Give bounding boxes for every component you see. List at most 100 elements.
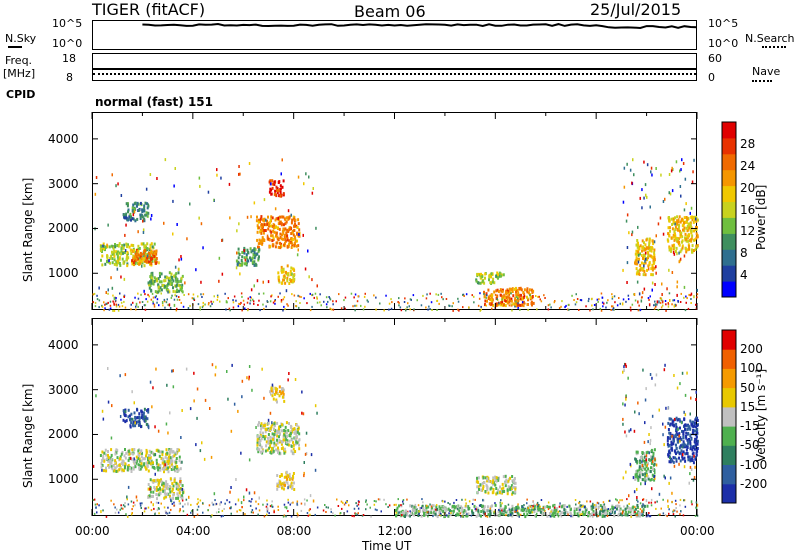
echo-cell-sparse <box>646 195 648 199</box>
echo-cell-region-8 <box>519 297 522 301</box>
echo-cell-sparse <box>641 291 644 295</box>
echo-cell-near-range <box>125 513 127 516</box>
echo-cell-region-4 <box>261 238 264 242</box>
echo-cell-region-7 <box>573 509 576 513</box>
echo-cell-region-3 <box>286 434 289 438</box>
echo-cell-region-3 <box>296 430 299 434</box>
echo-cell-near-range <box>239 303 241 305</box>
echo-cell-region-0 <box>114 243 116 246</box>
echo-cell-region-1 <box>144 254 147 258</box>
echo-cell-sparse <box>305 172 307 176</box>
echo-cell-region-3 <box>256 439 259 443</box>
echo-cell-region-8 <box>635 473 638 477</box>
echo-cell-near-range <box>184 503 186 506</box>
echo-cell-near-range <box>565 304 567 307</box>
echo-cell-near-range <box>402 502 405 505</box>
echo-cell-sparse <box>626 246 629 249</box>
echo-cell-region-7 <box>413 509 416 513</box>
echo-cell-region-7 <box>569 511 572 515</box>
echo-cell-near-range <box>420 304 423 307</box>
echo-cell-near-range <box>475 508 477 511</box>
echo-cell-region-0 <box>116 464 119 468</box>
echo-cell-region-8 <box>648 469 651 473</box>
echo-cell-region-7 <box>608 512 611 515</box>
echo-cell-region-9 <box>672 419 675 423</box>
echo-cell-region-7 <box>617 513 620 517</box>
echo-cell-near-range <box>375 296 377 299</box>
echo-cell-region-9 <box>681 457 684 461</box>
echo-cell-region-4 <box>258 238 261 242</box>
echo-cell-near-range <box>501 300 503 303</box>
echo-cell-near-range <box>679 513 681 516</box>
echo-cell-region-9 <box>694 457 697 461</box>
echo-cell-region-11 <box>670 217 673 221</box>
echo-cell-near-range <box>146 300 149 303</box>
echo-cell-region-1 <box>135 255 138 259</box>
echo-cell-region-8 <box>645 469 648 473</box>
echo-cell-region-7 <box>618 508 621 512</box>
echo-cell-region-0 <box>133 448 136 451</box>
echo-cell-region-7 <box>611 505 614 509</box>
echo-cell-region-11 <box>679 220 682 224</box>
echo-cell-near-range <box>353 296 355 299</box>
echo-cell-region-8 <box>517 291 520 295</box>
echo-cell-sparse <box>213 198 215 202</box>
echo-cell-region-4 <box>259 241 262 245</box>
echo-cell-near-range <box>430 505 433 508</box>
echo-cell-region-9 <box>687 458 690 462</box>
echo-cell-region-7 <box>282 270 285 274</box>
echo-cell-near-range <box>277 509 280 511</box>
echo-cell-sparse <box>102 244 104 248</box>
echo-cell-region-7 <box>537 504 540 507</box>
echo-cell-region-0 <box>163 460 166 464</box>
echo-cell-region-3 <box>256 443 259 447</box>
echo-cell-near-range <box>238 302 240 305</box>
echo-cell-region-7 <box>531 506 534 509</box>
echo-cell-near-range <box>581 513 583 515</box>
echo-cell-region-2 <box>153 280 156 283</box>
echo-cell-region-4 <box>258 218 260 222</box>
echo-cell-region-3 <box>127 210 129 214</box>
echo-cell-region-4 <box>277 222 280 226</box>
echo-cell-region-7 <box>497 513 500 517</box>
echo-cell-region-0 <box>109 462 112 466</box>
echo-cell-region-6 <box>499 491 501 494</box>
echo-cell-region-6 <box>482 485 485 488</box>
echo-cell-near-range <box>422 504 424 507</box>
echo-cell-sparse <box>669 299 671 302</box>
echo-cell-region-4 <box>285 232 288 235</box>
echo-cell-region-1 <box>150 251 153 255</box>
echo-cell-region-9 <box>491 280 494 284</box>
echo-cell-region-7 <box>528 504 531 508</box>
echo-cell-region-1 <box>139 261 142 265</box>
echo-cell-region-6 <box>512 479 515 483</box>
echo-cell-near-range <box>262 303 264 306</box>
echo-cell-region-0 <box>110 464 113 468</box>
echo-cell-region-0 <box>173 454 176 458</box>
echo-cell-near-range <box>221 509 224 512</box>
echo-cell-region-4 <box>282 227 285 231</box>
echo-cell-near-range <box>163 506 166 509</box>
echo-cell-region-0 <box>107 455 110 459</box>
echo-cell-near-range <box>505 300 507 302</box>
echo-cell-near-range <box>630 309 632 312</box>
echo-cell-near-range <box>214 499 216 502</box>
echo-cell-sparse <box>661 293 663 296</box>
echo-cell-near-range <box>189 304 191 307</box>
echo-cell-near-range <box>535 295 537 297</box>
echo-cell-region-11 <box>672 220 675 223</box>
echo-cell-region-7 <box>543 505 546 509</box>
echo-cell-region-8 <box>516 303 519 307</box>
echo-cell-region-7 <box>525 509 528 513</box>
echo-cell-near-range <box>592 515 594 518</box>
echo-cell-near-range <box>104 307 106 310</box>
echo-cell-near-range <box>613 308 615 311</box>
echo-cell-near-range <box>266 513 268 516</box>
echo-cell-region-7 <box>394 509 397 513</box>
echo-cell-near-range <box>356 300 359 303</box>
echo-cell-sparse <box>658 300 660 304</box>
echo-cell-region-6 <box>254 254 257 258</box>
echo-cell-near-range <box>249 302 251 305</box>
echo-cell-region-8 <box>650 466 652 470</box>
echo-cell-region-11 <box>678 240 681 244</box>
